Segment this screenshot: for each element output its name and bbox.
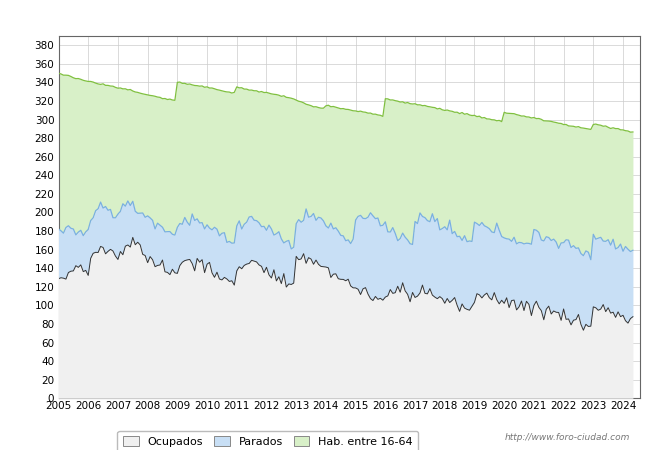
Legend: Ocupados, Parados, Hab. entre 16-64: Ocupados, Parados, Hab. entre 16-64 [118,431,419,450]
Text: http://www.foro-ciudad.com: http://www.foro-ciudad.com [505,433,630,442]
Text: Garlitos - Evolucion de la poblacion en edad de Trabajar Mayo de 2024: Garlitos - Evolucion de la poblacion en … [89,10,561,23]
